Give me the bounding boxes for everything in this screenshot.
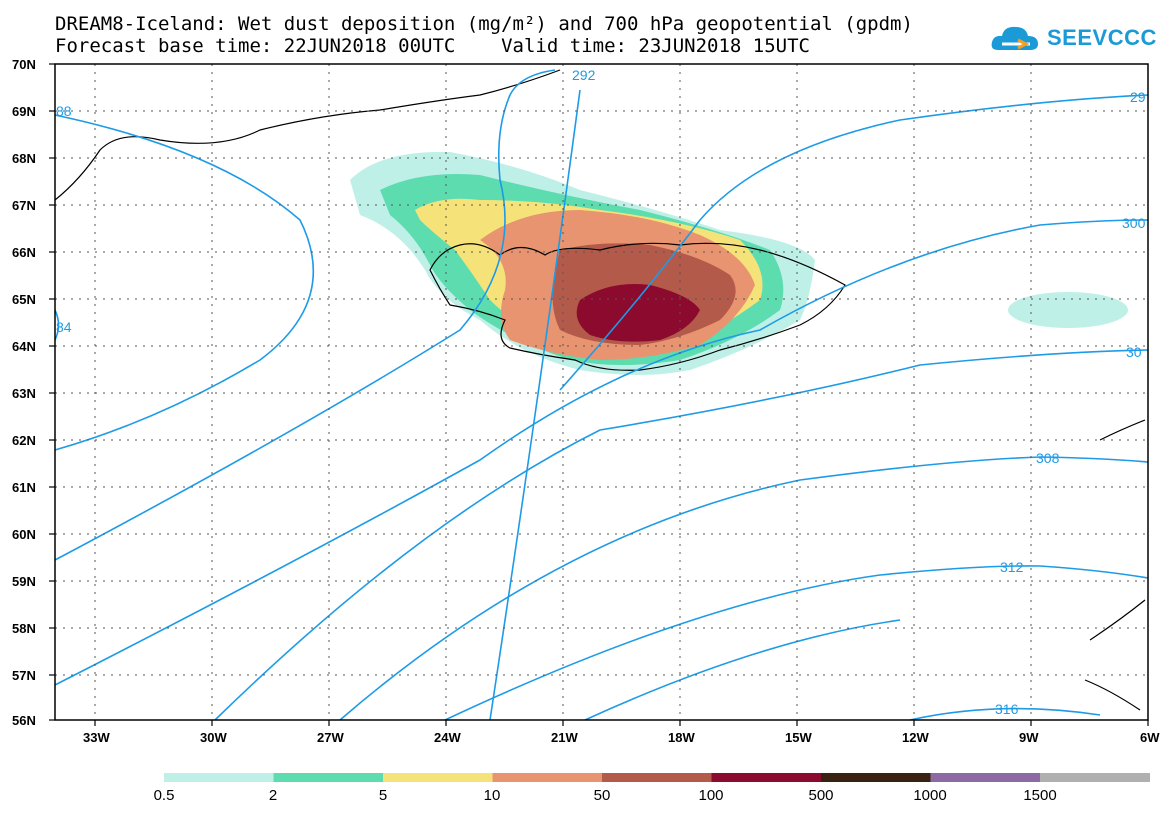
legend-swatch bbox=[273, 773, 384, 782]
legend-swatch bbox=[164, 773, 274, 782]
legend-swatch bbox=[821, 773, 931, 782]
dust-deposition-shading bbox=[350, 151, 1128, 375]
lon-label: 33W bbox=[83, 730, 110, 745]
lon-label: 27W bbox=[317, 730, 344, 745]
isoline-label-304: 30 bbox=[1126, 344, 1142, 360]
isoline-308 bbox=[339, 456, 1149, 721]
isoline-316 bbox=[584, 619, 1101, 721]
lon-label: 30W bbox=[200, 730, 227, 745]
iceland-coastline bbox=[429, 242, 846, 371]
dust-level-100 bbox=[576, 284, 700, 342]
isoline-label-300: 300 bbox=[1122, 215, 1146, 231]
lat-label: 70N bbox=[12, 57, 36, 72]
chart-subtitle: Forecast base time: 22JUN2018 00UTC Vali… bbox=[55, 35, 810, 57]
isoline-296-right bbox=[559, 94, 1149, 391]
isoline-labels: 292 29 300 30 308 312 316 88 84 bbox=[56, 67, 1146, 717]
legend-tick-label: 1000 bbox=[913, 787, 946, 804]
lon-label: 12W bbox=[902, 730, 929, 745]
lat-label: 61N bbox=[12, 480, 36, 495]
graticule bbox=[55, 64, 1148, 720]
lon-label: 6W bbox=[1140, 730, 1160, 745]
isoline-label-284: 84 bbox=[56, 319, 72, 335]
isoline-284 bbox=[54, 309, 60, 341]
isoline-312 bbox=[444, 565, 1149, 721]
lat-label: 60N bbox=[12, 527, 36, 542]
legend-tick-label: 2 bbox=[269, 787, 277, 804]
legend-swatch bbox=[930, 773, 1041, 782]
lon-label: 21W bbox=[551, 730, 578, 745]
lon-label: 15W bbox=[785, 730, 812, 745]
isoline-300 bbox=[54, 219, 1149, 686]
legend-tick-label: 50 bbox=[594, 787, 611, 804]
lat-label: 63N bbox=[12, 386, 36, 401]
legend-swatch bbox=[602, 773, 712, 782]
legend-tick-label: 5 bbox=[379, 787, 387, 804]
legend-tick-label: 1500 bbox=[1023, 787, 1056, 804]
legend-swatch bbox=[383, 773, 493, 782]
lon-label: 24W bbox=[434, 730, 461, 745]
legend-colorbar bbox=[164, 773, 1150, 782]
norway-coastline-north bbox=[1099, 419, 1146, 441]
chart-title: DREAM8-Iceland: Wet dust deposition (mg/… bbox=[55, 13, 913, 35]
map-frame bbox=[54, 63, 1149, 721]
lat-label: 59N bbox=[12, 574, 36, 589]
isoline-label-308: 308 bbox=[1036, 450, 1060, 466]
isoline-label-316: 316 bbox=[995, 701, 1019, 717]
legend-tick-label: 100 bbox=[698, 787, 723, 804]
lat-label: 68N bbox=[12, 151, 36, 166]
legend-swatch bbox=[492, 773, 603, 782]
lat-label: 62N bbox=[12, 433, 36, 448]
legend-labels: 0.5 2 5 10 50 100 500 1000 1500 bbox=[154, 787, 1057, 804]
greenland-coastline bbox=[54, 69, 561, 201]
logo-text: SEEVCCC bbox=[1047, 25, 1157, 50]
lat-label: 65N bbox=[12, 292, 36, 307]
legend-tick-label: 10 bbox=[484, 787, 501, 804]
isoline-304 bbox=[214, 349, 1149, 721]
lat-label: 64N bbox=[12, 339, 36, 354]
cloud-logo-icon bbox=[991, 26, 1038, 50]
norway-coastline-south bbox=[1084, 599, 1146, 711]
legend-swatch bbox=[1040, 773, 1150, 782]
lon-label: 18W bbox=[668, 730, 695, 745]
lat-label: 69N bbox=[12, 104, 36, 119]
lat-label: 58N bbox=[12, 621, 36, 636]
legend-tick-label: 0.5 bbox=[154, 787, 175, 804]
legend-swatch bbox=[711, 773, 822, 782]
isoline-296-left bbox=[54, 69, 556, 561]
coastline bbox=[54, 69, 1146, 711]
legend-tick-label: 500 bbox=[808, 787, 833, 804]
lat-label: 56N bbox=[12, 713, 36, 728]
isoline-label-292: 292 bbox=[572, 67, 596, 83]
geopotential-isolines bbox=[54, 69, 1149, 721]
lat-label: 66N bbox=[12, 245, 36, 260]
isoline-288 bbox=[54, 114, 315, 451]
isoline-label-312: 312 bbox=[1000, 559, 1024, 575]
tick-marks bbox=[49, 63, 1149, 726]
isoline-label-296: 29 bbox=[1130, 89, 1146, 105]
longitude-labels: 33W 30W 27W 24W 21W 18W 15W 12W 9W 6W bbox=[83, 730, 1160, 745]
latitude-labels: 70N 69N 68N 67N 66N 65N 64N 63N 62N 61N … bbox=[12, 57, 36, 728]
lon-label: 9W bbox=[1019, 730, 1039, 745]
lat-label: 57N bbox=[12, 668, 36, 683]
dust-patch-east bbox=[1008, 292, 1128, 328]
lat-label: 67N bbox=[12, 198, 36, 213]
